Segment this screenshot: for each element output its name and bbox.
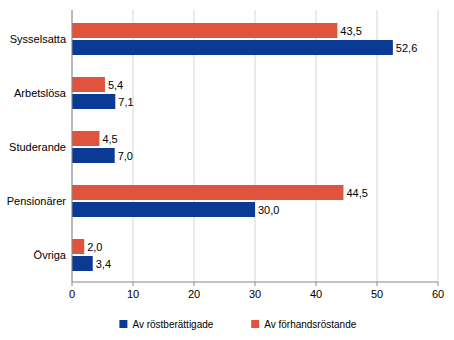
labels: 43,5 52,6 5,4 7,1 4,57,0 44,5 30,0 2,0 3,4 (87, 25, 417, 270)
data-label: 7,1 (118, 96, 133, 108)
bar (72, 148, 115, 163)
bars (72, 23, 393, 271)
bar (72, 185, 343, 200)
legend-swatch (119, 320, 127, 328)
legend-label: Av förhandsröstande (264, 319, 357, 330)
bar (72, 94, 115, 109)
data-label: 44,5 (346, 187, 367, 199)
legend: Av röstberättigade Av förhandsröstande (119, 319, 356, 330)
legend-swatch (251, 320, 259, 328)
category-label: Arbetslösa (14, 87, 67, 99)
legend-label: Av röstberättigade (132, 319, 213, 330)
data-label: 5,4 (108, 79, 123, 91)
data-label: 4,5 (102, 133, 117, 145)
tick-mark (438, 282, 439, 286)
tick-mark (133, 282, 134, 286)
grid (72, 10, 438, 286)
tick-mark (316, 282, 317, 286)
category-label: Sysselsatta (10, 33, 67, 45)
tick-mark (377, 282, 378, 286)
bar (72, 131, 99, 146)
data-label: 30,0 (258, 204, 279, 216)
category-label: Pensionärer (7, 195, 67, 207)
tick-label: 30 (249, 288, 261, 300)
bar (72, 40, 393, 55)
category-label: Studerande (9, 141, 66, 153)
y-axis (72, 10, 73, 282)
tick-label: 20 (188, 288, 200, 300)
data-label: 43,5 (340, 25, 361, 37)
tick-label: 60 (432, 288, 444, 300)
data-label: 7,0 (118, 150, 133, 162)
bar (72, 256, 93, 271)
chart-svg: 0 10 20 30 40 50 60 43,5 52,6 5,4 7,1 4,57,0 44,5 30,… (0, 0, 454, 340)
x-axis (72, 282, 438, 283)
category-label: Övriga (34, 249, 67, 261)
chart-container: 0 10 20 30 40 50 60 43,5 52,6 5,4 7,1 4,57,0 44,5 30,… (0, 0, 454, 340)
grid-line (438, 10, 439, 282)
grid-line (72, 10, 73, 282)
tick-label: 40 (310, 288, 322, 300)
tick-mark (255, 282, 256, 286)
bar (72, 202, 255, 217)
data-label: 52,6 (396, 42, 417, 54)
data-label: 3,4 (96, 258, 111, 270)
bar (72, 77, 105, 92)
bar (72, 23, 337, 38)
tick-mark (194, 282, 195, 286)
data-label: 2,0 (87, 241, 102, 253)
tick-label: 50 (371, 288, 383, 300)
bar (72, 239, 84, 254)
tick-mark (72, 282, 73, 286)
tick-label: 10 (127, 288, 139, 300)
tick-label: 0 (69, 288, 75, 300)
